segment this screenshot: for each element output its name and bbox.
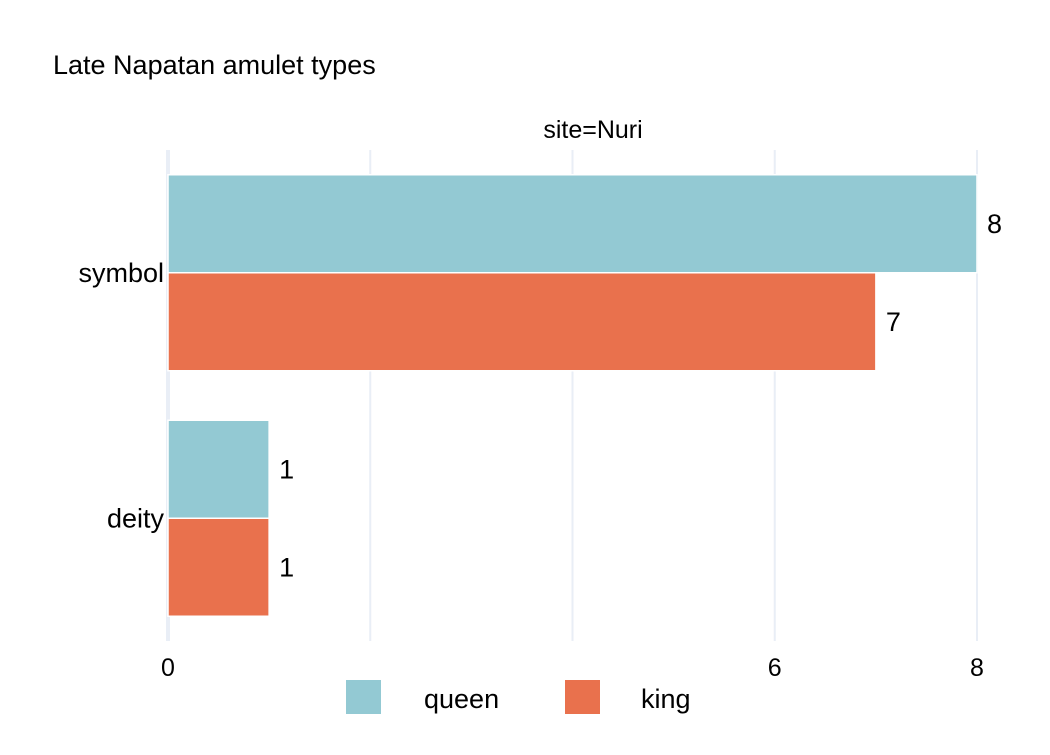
bar-king-deity	[167, 517, 270, 617]
legend-swatch	[346, 680, 381, 714]
legend-label: queen	[424, 684, 499, 714]
facet-label: site=Nuri	[543, 116, 642, 144]
y-tick-label: symbol	[78, 258, 164, 288]
y-tick-label: deity	[107, 503, 165, 533]
data-label: 1	[279, 454, 294, 484]
data-label: 8	[987, 209, 1002, 239]
chart-title: Late Napatan amulet types	[53, 50, 376, 80]
bar-queen-deity	[167, 419, 270, 519]
legend-item-king[interactable]: king	[565, 680, 691, 714]
bars-layer	[167, 174, 978, 617]
legend-swatch	[565, 680, 600, 714]
legend-label: king	[641, 684, 691, 714]
bar-queen-symbol	[167, 174, 978, 274]
x-tick-label: 6	[768, 654, 782, 682]
labels-layer: 0 6 8 8 7 symbol 1 1 deity	[78, 209, 1002, 682]
legend-item-queen[interactable]: queen	[346, 680, 499, 714]
bar-king-symbol	[167, 272, 877, 372]
x-tick-label: 8	[970, 654, 984, 682]
legend: queen king	[346, 680, 691, 714]
data-label: 7	[886, 307, 901, 337]
x-tick-label: 0	[161, 654, 175, 682]
data-label: 1	[279, 552, 294, 582]
